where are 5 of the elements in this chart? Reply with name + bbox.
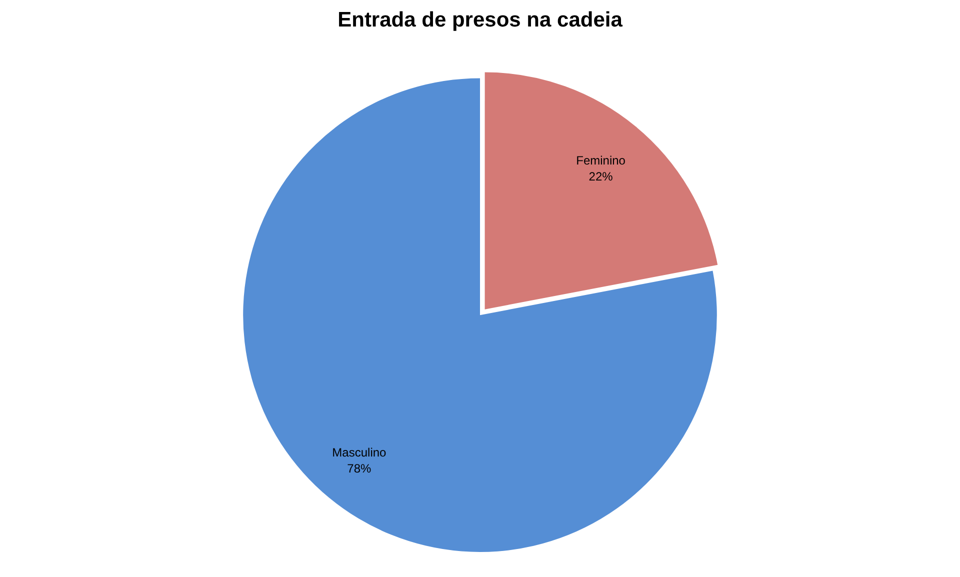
- slice-label: Feminino: [576, 153, 626, 168]
- data-label: 78%: [347, 461, 372, 476]
- data-label: 22%: [588, 169, 614, 184]
- chart-title: Entrada de presos na cadeia: [338, 8, 623, 32]
- slice-label: Masculino: [332, 445, 387, 460]
